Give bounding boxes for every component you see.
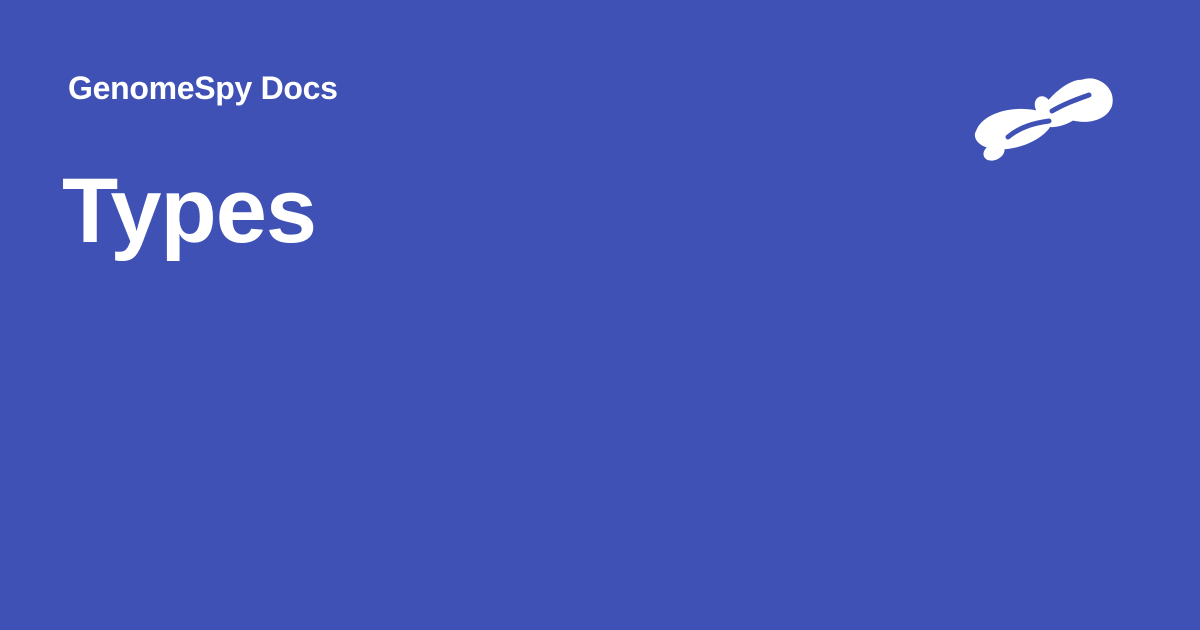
genomespy-logo-icon: [974, 78, 1113, 161]
site-name: GenomeSpy Docs: [68, 70, 338, 106]
page-title: Types: [62, 160, 317, 262]
